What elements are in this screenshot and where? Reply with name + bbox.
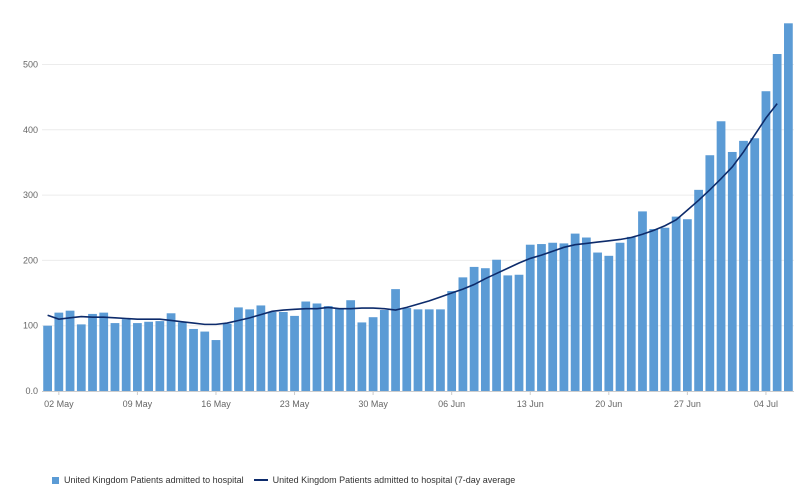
bar[interactable] <box>391 289 400 391</box>
bar[interactable] <box>166 313 176 391</box>
y-tick-label: 200 <box>23 255 38 265</box>
bar[interactable] <box>177 322 187 391</box>
bar[interactable] <box>694 189 703 391</box>
bar[interactable] <box>357 322 367 391</box>
x-tick-label: 13 Jun <box>517 399 544 409</box>
bar[interactable] <box>559 243 569 391</box>
bar[interactable] <box>548 242 558 391</box>
bar[interactable] <box>211 340 221 391</box>
average-line-series <box>47 103 778 326</box>
bar[interactable] <box>346 300 356 391</box>
bar[interactable] <box>626 236 636 391</box>
bar[interactable] <box>189 328 198 391</box>
bar[interactable] <box>525 244 535 391</box>
bar[interactable] <box>368 317 378 391</box>
y-tick-label: 400 <box>23 125 38 135</box>
bar[interactable] <box>436 309 445 391</box>
bar[interactable] <box>301 301 311 391</box>
x-axis-ticks: 02 May 09 May 16 May 23 May 30 May 06 Jun 13 J… <box>44 391 778 409</box>
y-tick-label: 500 <box>23 59 38 69</box>
legend-label-line: United Kingdom Patients admitted to hosp… <box>272 475 516 485</box>
x-tick-label: 30 May <box>358 399 388 409</box>
bar[interactable] <box>716 121 726 391</box>
bar[interactable] <box>267 311 277 391</box>
bar[interactable] <box>110 323 120 391</box>
bar[interactable] <box>43 325 52 391</box>
legend-label-bars: United Kingdom Patients admitted to hosp… <box>64 475 244 485</box>
bar[interactable] <box>682 219 692 391</box>
bar[interactable] <box>54 312 64 391</box>
bar[interactable] <box>65 310 75 391</box>
bar[interactable] <box>447 291 457 391</box>
bar[interactable] <box>660 227 670 391</box>
y-axis-ticks: 0.0 100 200 300 400 500 <box>23 59 38 396</box>
bar-series <box>43 23 793 392</box>
bar[interactable] <box>121 319 131 391</box>
bar[interactable] <box>278 311 288 391</box>
gridlines <box>42 63 794 327</box>
x-tick-label: 23 May <box>280 399 310 409</box>
bar[interactable] <box>133 323 142 391</box>
x-tick-label: 16 May <box>201 399 231 409</box>
bar[interactable] <box>469 266 479 391</box>
x-tick-label: 02 May <box>44 399 74 409</box>
bar[interactable] <box>413 309 423 391</box>
legend-swatch-line <box>253 479 268 481</box>
bar[interactable] <box>727 151 737 391</box>
bar[interactable] <box>638 211 647 391</box>
bar[interactable] <box>256 305 266 391</box>
bar[interactable] <box>312 303 322 391</box>
legend: United Kingdom Patients admitted to hosp… <box>52 475 525 485</box>
y-tick-label: 0.0 <box>25 386 38 396</box>
x-tick-label: 04 Jul <box>754 399 778 409</box>
bar[interactable] <box>290 315 299 391</box>
bar[interactable] <box>615 242 625 391</box>
bar[interactable] <box>739 140 748 391</box>
bar[interactable] <box>492 259 501 391</box>
bar[interactable] <box>76 324 86 391</box>
bar[interactable] <box>514 274 524 391</box>
x-tick-label: 09 May <box>123 399 153 409</box>
bar[interactable] <box>570 233 580 391</box>
x-tick-label: 27 Jun <box>674 399 701 409</box>
legend-item-bars[interactable]: United Kingdom Patients admitted to hosp… <box>52 475 244 485</box>
bar[interactable] <box>784 23 793 392</box>
legend-item-line[interactable]: United Kingdom Patients admitted to hosp… <box>253 475 516 485</box>
x-tick-label: 06 Jun <box>438 399 465 409</box>
x-tick-label: 20 Jun <box>595 399 622 409</box>
bar[interactable] <box>503 275 513 391</box>
average-line[interactable] <box>47 103 778 326</box>
bar[interactable] <box>234 307 243 391</box>
bar[interactable] <box>761 91 771 391</box>
bar[interactable] <box>200 331 210 391</box>
legend-swatch-bars <box>52 476 59 484</box>
bar[interactable] <box>750 138 760 391</box>
bar[interactable] <box>593 252 602 391</box>
bar[interactable] <box>649 229 659 391</box>
y-tick-label: 300 <box>23 190 38 200</box>
bar[interactable] <box>581 237 591 391</box>
bar[interactable] <box>537 244 546 391</box>
bar[interactable] <box>245 309 255 391</box>
bar[interactable] <box>671 216 681 391</box>
bar[interactable] <box>88 313 97 391</box>
bar[interactable] <box>99 312 109 391</box>
bar[interactable] <box>604 255 614 391</box>
bar[interactable] <box>402 308 412 391</box>
y-tick-label: 100 <box>23 321 38 331</box>
bar[interactable] <box>323 306 333 391</box>
bar[interactable] <box>144 321 154 391</box>
bar[interactable] <box>335 308 344 391</box>
bar[interactable] <box>155 321 165 391</box>
bar[interactable] <box>458 277 468 391</box>
bar[interactable] <box>772 54 782 391</box>
bar[interactable] <box>222 323 232 391</box>
bar[interactable] <box>705 155 715 391</box>
bar[interactable] <box>424 309 434 391</box>
bar[interactable] <box>379 310 389 391</box>
bar[interactable] <box>480 268 490 391</box>
